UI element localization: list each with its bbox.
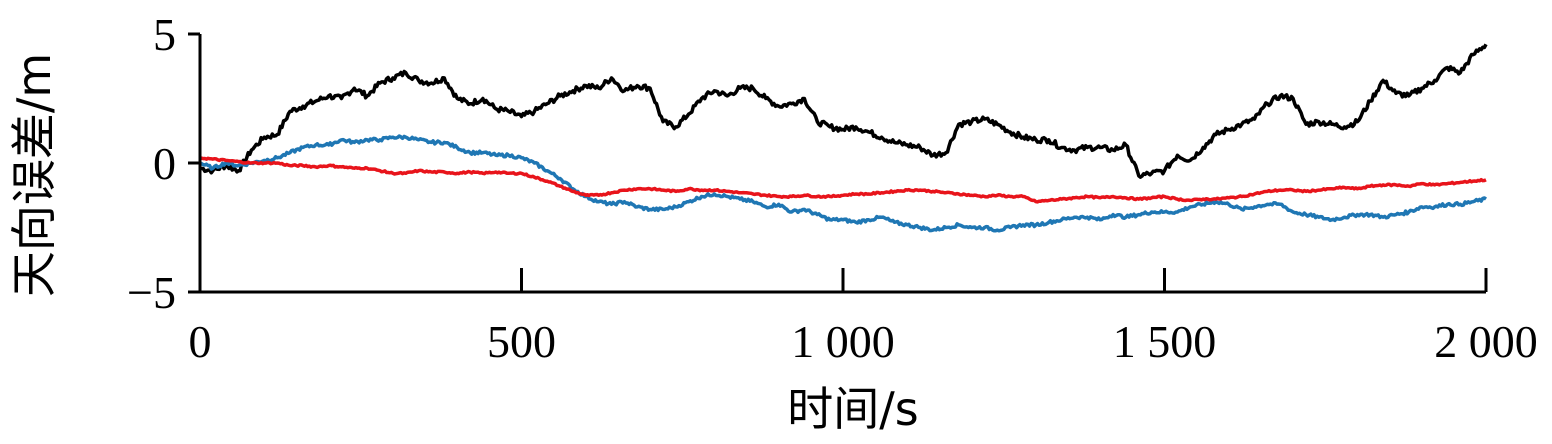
y-tick-label: −5 bbox=[127, 267, 176, 318]
x-tick-label: 500 bbox=[487, 316, 556, 367]
x-tick-label: 1 000 bbox=[791, 316, 895, 367]
y-tick-label: 5 bbox=[153, 9, 176, 60]
x-tick-label: 1 500 bbox=[1113, 316, 1217, 367]
series-line-2 bbox=[199, 134, 1487, 233]
x-tick-label: 2 000 bbox=[1434, 316, 1538, 367]
y-axis-title: 天向误差/m bbox=[7, 53, 61, 297]
series-layer bbox=[199, 43, 1488, 233]
x-tick-label: 0 bbox=[189, 316, 212, 367]
y-tick-label: 0 bbox=[153, 138, 176, 189]
x-axis-title: 时间/s bbox=[787, 382, 918, 436]
series-line-1 bbox=[199, 43, 1488, 179]
series-line-3 bbox=[199, 156, 1487, 204]
axes-layer bbox=[198, 34, 1486, 294]
ticks-layer: 5 0 −5 0 500 1 000 1 500 2 000 bbox=[127, 9, 1538, 367]
